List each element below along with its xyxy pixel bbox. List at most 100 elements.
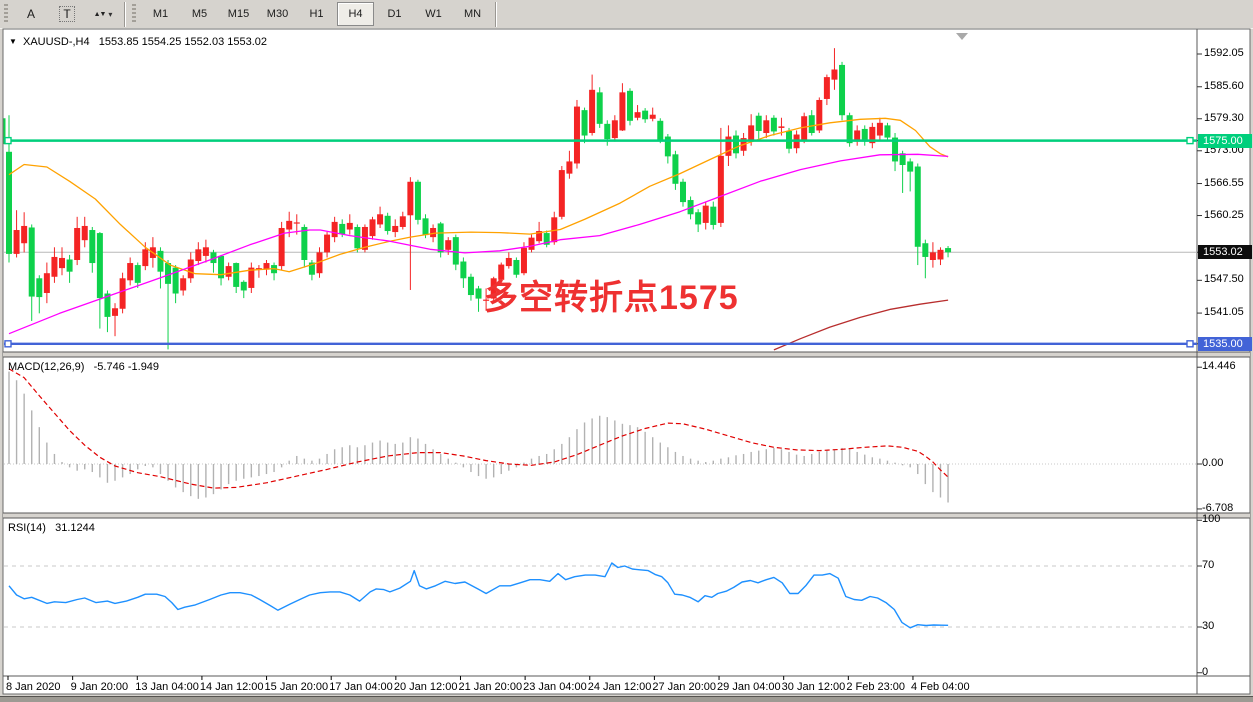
candle: [581, 110, 588, 136]
candle: [210, 252, 217, 264]
candle: [452, 237, 459, 265]
chart-shift-icon[interactable]: [956, 33, 968, 40]
line-handle[interactable]: [1186, 340, 1194, 348]
candle: [392, 225, 399, 233]
candle: [437, 223, 444, 253]
candle: [679, 181, 686, 203]
candle: [831, 69, 838, 80]
candle: [725, 136, 732, 156]
candle: [528, 237, 535, 250]
candle: [134, 265, 141, 283]
candle: [748, 125, 755, 141]
timeframe-button-h1[interactable]: H1: [309, 8, 324, 20]
candle: [286, 220, 293, 230]
ma-slow-line: [773, 299, 949, 351]
candle: [475, 288, 482, 299]
panel-splitter[interactable]: [3, 352, 1250, 357]
candle: [657, 120, 664, 141]
candle: [6, 151, 12, 254]
candle: [43, 273, 50, 294]
symbol-label: XAUUSD-,H4: [22, 36, 90, 48]
candle: [626, 90, 633, 121]
timeframe-button-m1[interactable]: M1: [152, 8, 169, 20]
candle: [354, 226, 361, 249]
candle: [346, 222, 353, 230]
drag-handle-icon[interactable]: [132, 4, 136, 24]
timeframe-button-h4[interactable]: H4: [337, 2, 374, 26]
toolbar-separator: [124, 1, 125, 27]
time-axis-label: 8 Jan 2020: [6, 681, 61, 693]
candle: [422, 218, 429, 236]
price-axis-label: 1579.30: [1204, 111, 1244, 124]
candle: [695, 212, 702, 225]
line-handle[interactable]: [4, 340, 12, 348]
candle: [172, 267, 179, 294]
time-axis-label: 4 Feb 04:00: [910, 681, 970, 693]
candle: [611, 120, 618, 139]
timeframe-button-d1[interactable]: D1: [387, 8, 402, 20]
candle: [596, 92, 603, 124]
timeframe-button-m5[interactable]: M5: [191, 8, 208, 20]
candle: [361, 226, 368, 250]
candle: [293, 222, 300, 224]
candle: [430, 227, 437, 238]
candle: [21, 225, 28, 244]
time-axis-label: 29 Jan 04:00: [717, 681, 781, 693]
candle: [770, 117, 777, 132]
timeframe-button-mn[interactable]: MN: [463, 8, 482, 20]
objects-dropdown-button[interactable]: ▲▼ ▾: [85, 2, 121, 26]
line-handle[interactable]: [1186, 136, 1194, 145]
candle: [846, 115, 853, 144]
time-axis-label: 30 Jan 12:00: [781, 681, 846, 693]
candle: [407, 181, 414, 216]
price-axis-label: 1547.50: [1204, 273, 1244, 286]
candle: [566, 161, 573, 174]
text-label-tool-button[interactable]: A: [13, 2, 49, 26]
timeframe-button-m15[interactable]: M15: [227, 8, 250, 20]
candle: [225, 266, 232, 277]
candle: [263, 263, 270, 270]
drag-handle-icon[interactable]: [4, 4, 8, 24]
rsi-axis-label: 70: [1202, 559, 1215, 571]
candle: [672, 154, 679, 184]
candle: [907, 161, 914, 172]
timeframe-button-m30[interactable]: M30: [266, 8, 289, 20]
candle: [604, 123, 611, 140]
candle: [119, 278, 126, 309]
chart-title: ▼ XAUUSD-,H4 1553.85 1554.25 1552.03 155…: [9, 36, 267, 48]
candle: [861, 128, 868, 142]
timeframe-toolbar: M1 M5 M15 M30 H1 H4 D1 W1 MN: [141, 2, 492, 26]
text-tool-button[interactable]: T: [49, 2, 85, 26]
time-axis-label: 9 Jan 20:00: [70, 681, 129, 693]
price-axis-label: 1560.25: [1204, 208, 1244, 221]
panel-splitter[interactable]: [3, 513, 1250, 518]
candle: [331, 221, 338, 238]
candle: [634, 112, 641, 118]
candle: [384, 215, 391, 232]
price-axis-label: 1592.05: [1204, 47, 1244, 59]
candle: [51, 256, 58, 277]
candle: [195, 249, 202, 262]
time-axis-label: 2 Feb 23:00: [846, 681, 906, 693]
candle: [96, 233, 103, 299]
candle: [240, 281, 247, 291]
ma-fast-line: [8, 117, 949, 276]
collapse-icon[interactable]: ▼: [9, 37, 17, 46]
candle: [308, 262, 315, 275]
ma-mid-line: [8, 153, 949, 335]
rsi-axis-label: 0: [1202, 665, 1209, 678]
candle: [467, 276, 474, 296]
price-axis-label: 1541.05: [1204, 306, 1244, 319]
candle: [642, 110, 649, 120]
candle: [505, 257, 512, 267]
candle: [36, 278, 43, 298]
candle: [710, 206, 717, 225]
line-handle[interactable]: [4, 136, 12, 145]
candle: [717, 155, 724, 223]
candle: [763, 120, 770, 133]
candle: [255, 268, 262, 270]
macd-panel-title: MACD(12,26,9) -5.746 -1.949: [8, 361, 160, 373]
timeframe-button-w1[interactable]: W1: [425, 8, 442, 20]
candle: [816, 99, 823, 131]
